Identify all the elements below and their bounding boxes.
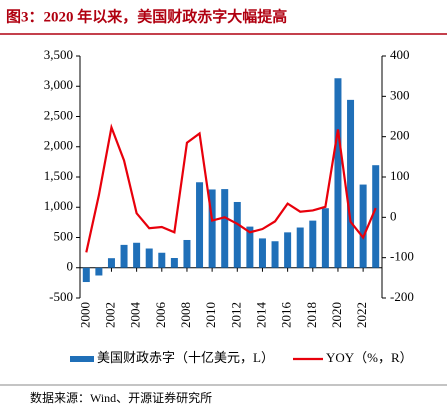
bar [309, 220, 317, 268]
y-tick-label: 3,000 [44, 77, 73, 92]
x-tick-label: 2014 [253, 302, 268, 329]
x-tick-label: 2012 [228, 302, 243, 328]
bar [145, 248, 153, 268]
x-tick-label: 2018 [304, 302, 319, 328]
bar [321, 208, 329, 268]
legend-label: YOY（%，R） [326, 350, 413, 365]
bar [372, 165, 380, 268]
x-tick-label: 2004 [128, 302, 143, 329]
bar [347, 99, 355, 268]
bar [95, 267, 103, 276]
y-tick-label: 2,000 [44, 138, 73, 153]
bar [196, 182, 204, 268]
bar [258, 238, 266, 268]
bar [183, 239, 191, 268]
bar [296, 227, 304, 268]
y2-tick-label: -100 [390, 249, 414, 264]
bar [82, 267, 90, 283]
legend-label: 美国财政赤字（十亿美元，L） [97, 350, 274, 365]
y2-tick-label: 400 [390, 47, 410, 62]
x-tick-label: 2016 [279, 302, 294, 329]
bar [271, 241, 279, 268]
bar [334, 78, 342, 268]
x-tick-label: 2000 [77, 302, 92, 328]
y-tick-label: 3,500 [44, 47, 73, 62]
chart-title: 图3：2020 年以来，美国财政赤字大幅提高 [6, 7, 287, 25]
y2-tick-label: 200 [390, 128, 410, 143]
bar [158, 252, 166, 268]
bar [107, 258, 115, 268]
x-tick-label: 2008 [178, 302, 193, 328]
bar [284, 232, 292, 268]
bar [120, 244, 128, 268]
bar [170, 258, 178, 268]
bar [359, 184, 367, 268]
x-tick-label: 2006 [153, 302, 168, 329]
y-tick-label: 500 [54, 228, 74, 243]
line [85, 123, 377, 253]
y2-tick-label: -200 [390, 289, 414, 304]
y2-tick-label: 0 [390, 208, 397, 223]
source: 数据来源：Wind、开源证券研究所 [30, 390, 212, 405]
y2-tick-label: 300 [390, 87, 410, 102]
legend-swatch [70, 356, 94, 362]
x-tick-label: 2020 [329, 302, 344, 328]
y-tick-label: -500 [49, 289, 73, 304]
x-tick-label: 2002 [102, 302, 117, 328]
y-tick-label: 0 [67, 259, 74, 274]
bar [208, 189, 216, 268]
y-tick-label: 1,000 [44, 198, 73, 213]
bar [246, 226, 254, 268]
bar [221, 189, 229, 268]
bar [233, 201, 241, 268]
bar [133, 242, 141, 268]
x-tick-label: 2022 [354, 302, 369, 328]
y2-tick-label: 100 [390, 168, 410, 183]
y-tick-label: 1,500 [44, 168, 73, 183]
y-tick-label: 2,500 [44, 107, 73, 122]
x-tick-label: 2010 [203, 302, 218, 328]
